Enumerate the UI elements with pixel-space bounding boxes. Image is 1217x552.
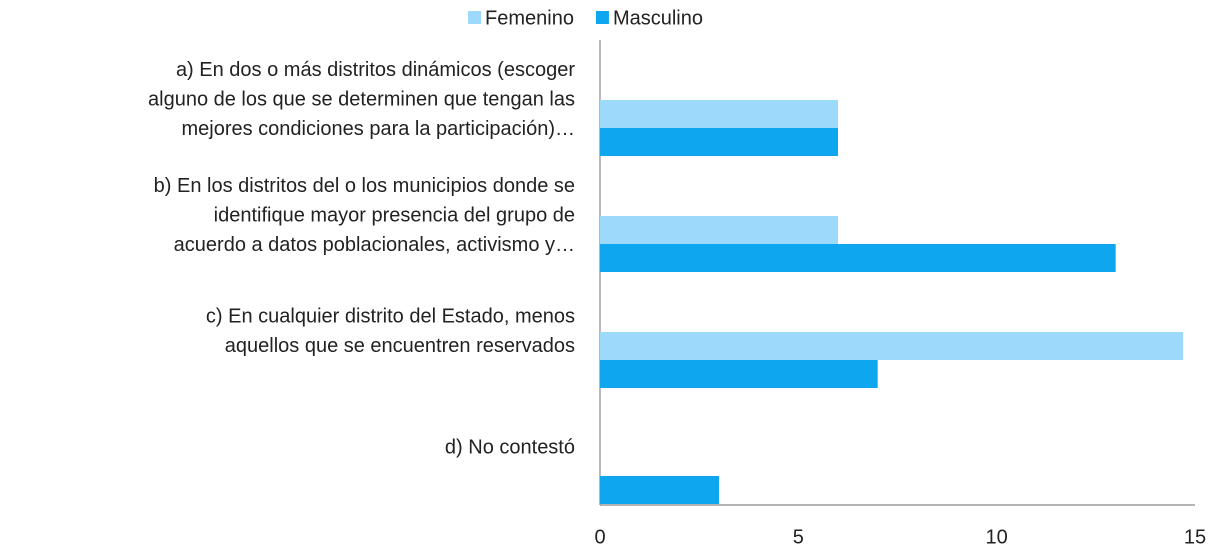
category-label: identifique mayor presencia del grupo de [214,204,575,226]
x-tick-label: 0 [594,526,605,548]
category-label: b) En los distritos del o los municipios… [154,175,575,197]
bar [600,332,1183,360]
bar [600,216,838,244]
bar [600,244,1116,272]
category-label: alguno de los que se determinen que teng… [148,88,575,110]
bar [600,360,878,388]
category-label: a) En dos o más distritos dinámicos (esc… [176,59,575,81]
category-label: aquellos que se encuentren reservados [225,335,575,357]
category-label: acuerdo a datos poblacionales, activismo… [174,234,575,256]
category-label: mejores condiciones para la participació… [181,118,575,140]
chart: 0 5 10 15 Femenino Masculino a) En dos o más d… [0,0,1217,552]
x-tick-label: 5 [793,526,804,548]
bar [600,100,838,128]
legend-swatch [468,11,481,24]
bar [600,476,719,504]
bar [600,128,838,156]
legend-label: Masculino [613,7,703,29]
x-tick-label: 15 [1184,526,1206,548]
x-tick-label: 10 [986,526,1008,548]
legend-label: Femenino [485,7,574,29]
legend-swatch [596,11,609,24]
category-label: c) En cualquier distrito del Estado, men… [206,306,575,328]
category-label: d) No contestó [445,436,575,458]
